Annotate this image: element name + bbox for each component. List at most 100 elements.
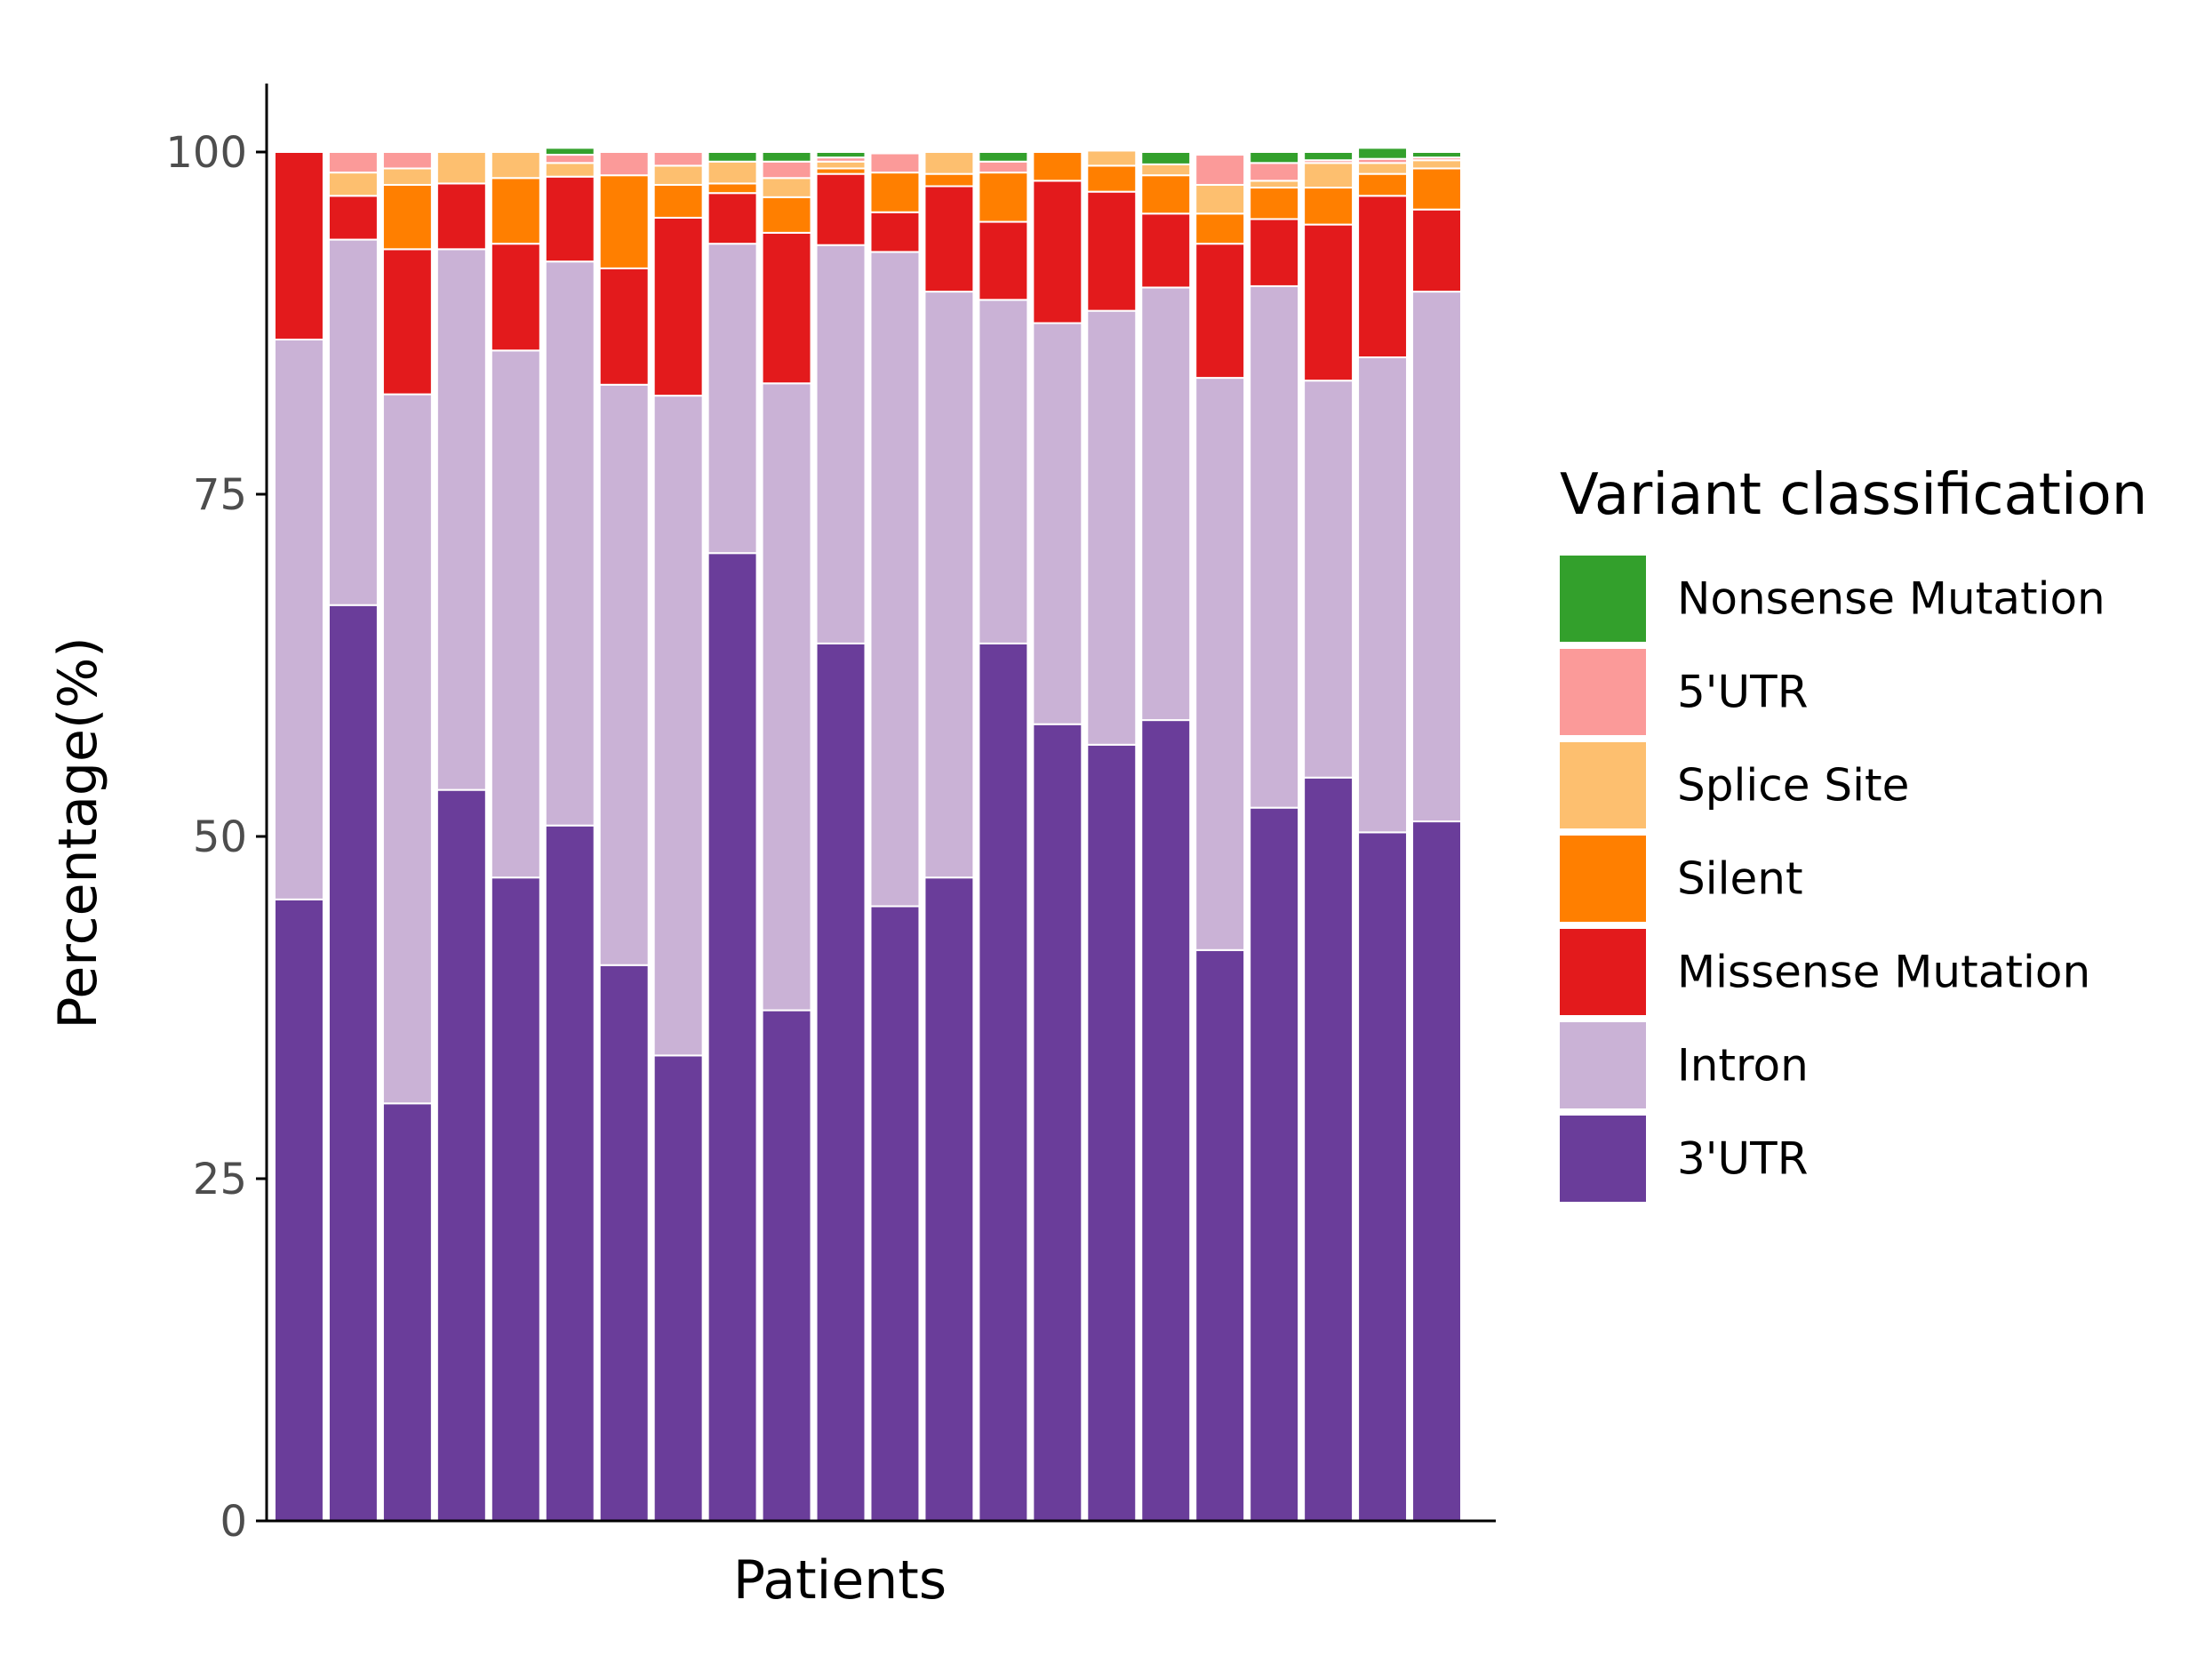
bar-segment [652,395,704,1057]
bar-segment [869,905,921,1522]
legend-key [1560,1022,1646,1108]
bar-segment [707,552,758,1522]
bar-segment [1303,162,1354,189]
bar-segment [490,243,541,352]
bar-segment [327,172,379,197]
bar-segment [815,160,867,170]
bar-segment [707,243,758,555]
bar-segment [761,231,812,385]
bar-segment [1411,159,1463,170]
legend-title: Variant classification [1560,462,2147,528]
bar-segment [327,195,379,241]
bar-segment [978,220,1029,301]
bar-segment [1194,183,1246,215]
legend-key [1560,556,1646,642]
bars-group [274,147,1463,1523]
y-tick-label: 0 [220,1497,247,1547]
bar-segment [1303,776,1354,1522]
bar-segment [1411,151,1463,159]
bar-segment [1194,154,1246,186]
y-tick-label: 100 [165,128,247,178]
bar-segment [1249,151,1300,164]
bar-segment [869,152,921,174]
legend-key [1560,929,1646,1015]
bar-segment [1357,831,1409,1522]
bar-segment [1194,243,1246,380]
legend-label: Nonsense Mutation [1677,573,2105,625]
bar-segment [544,260,595,827]
bar-segment [598,151,650,177]
bar-segment [1194,377,1246,951]
bar-segment [1411,291,1463,823]
bar-segment [1303,151,1354,162]
bar-segment [598,383,650,966]
bar-segment [761,160,812,180]
bar-segment [923,151,975,175]
x-axis-title: Patients [733,1549,947,1612]
bar-segment [1303,223,1354,382]
bar-segment [1357,172,1409,197]
bar-segment [274,151,324,340]
legend-label: 3'UTR [1677,1133,1808,1185]
bar-segment [1357,147,1409,160]
bar-segment [435,151,487,185]
bar-segment [1411,208,1463,293]
bar-segment [1303,380,1354,779]
legend-key [1560,1116,1646,1202]
bar-segment [707,151,758,163]
bar-segment [1249,806,1300,1522]
bar-segment [978,160,1029,174]
bar-segment [435,248,487,791]
bar-segment [1357,162,1409,175]
bar-segment [707,160,758,185]
bar-segment [381,183,433,251]
bar-segment [652,164,704,186]
bar-segment [815,642,867,1522]
bar-segment [707,192,758,245]
bar-segment [544,824,595,1522]
y-tick-label: 50 [193,812,247,862]
bar-segment [869,211,921,253]
bar-segment [381,151,433,170]
bar-segment [1032,151,1083,182]
bar-segment [1249,187,1300,220]
legend-key [1560,649,1646,735]
bar-segment [1086,164,1138,193]
bar-segment [1032,723,1083,1522]
bar-segment [327,604,379,1522]
bar-segment [978,172,1029,223]
bar-segment [978,151,1029,163]
bar-segment [1140,174,1192,215]
bar-segment [1249,162,1300,182]
bar-segment [761,196,812,234]
bar-segment [923,291,975,879]
legend-label: 5'UTR [1677,667,1808,718]
bar-segment [1194,212,1246,245]
bar-segment [544,154,595,164]
bar-segment [544,162,595,178]
bar-segment [815,172,867,246]
bar-segment [1086,149,1138,167]
bar-segment [923,172,975,188]
bar-segment [381,248,433,396]
bar-segment [598,174,650,269]
bar-segment [490,876,541,1522]
bar-segment [274,898,324,1522]
bar-segment [923,185,975,293]
bar-segment [1086,190,1138,312]
bar-segment [652,183,704,219]
bar-segment [1032,180,1083,324]
bar-segment [1086,309,1138,746]
bar-segment [1194,948,1246,1522]
bar-segment [435,182,487,251]
bar-segment [544,147,595,156]
bar-segment [598,267,650,386]
legend-key [1560,742,1646,828]
bar-segment [978,642,1029,1522]
bar-segment [274,338,324,900]
bar-segment [1032,322,1083,725]
bar-segment [1086,743,1138,1522]
bar-segment [1249,284,1300,809]
bar-segment [490,177,541,245]
bar-segment [327,238,379,606]
